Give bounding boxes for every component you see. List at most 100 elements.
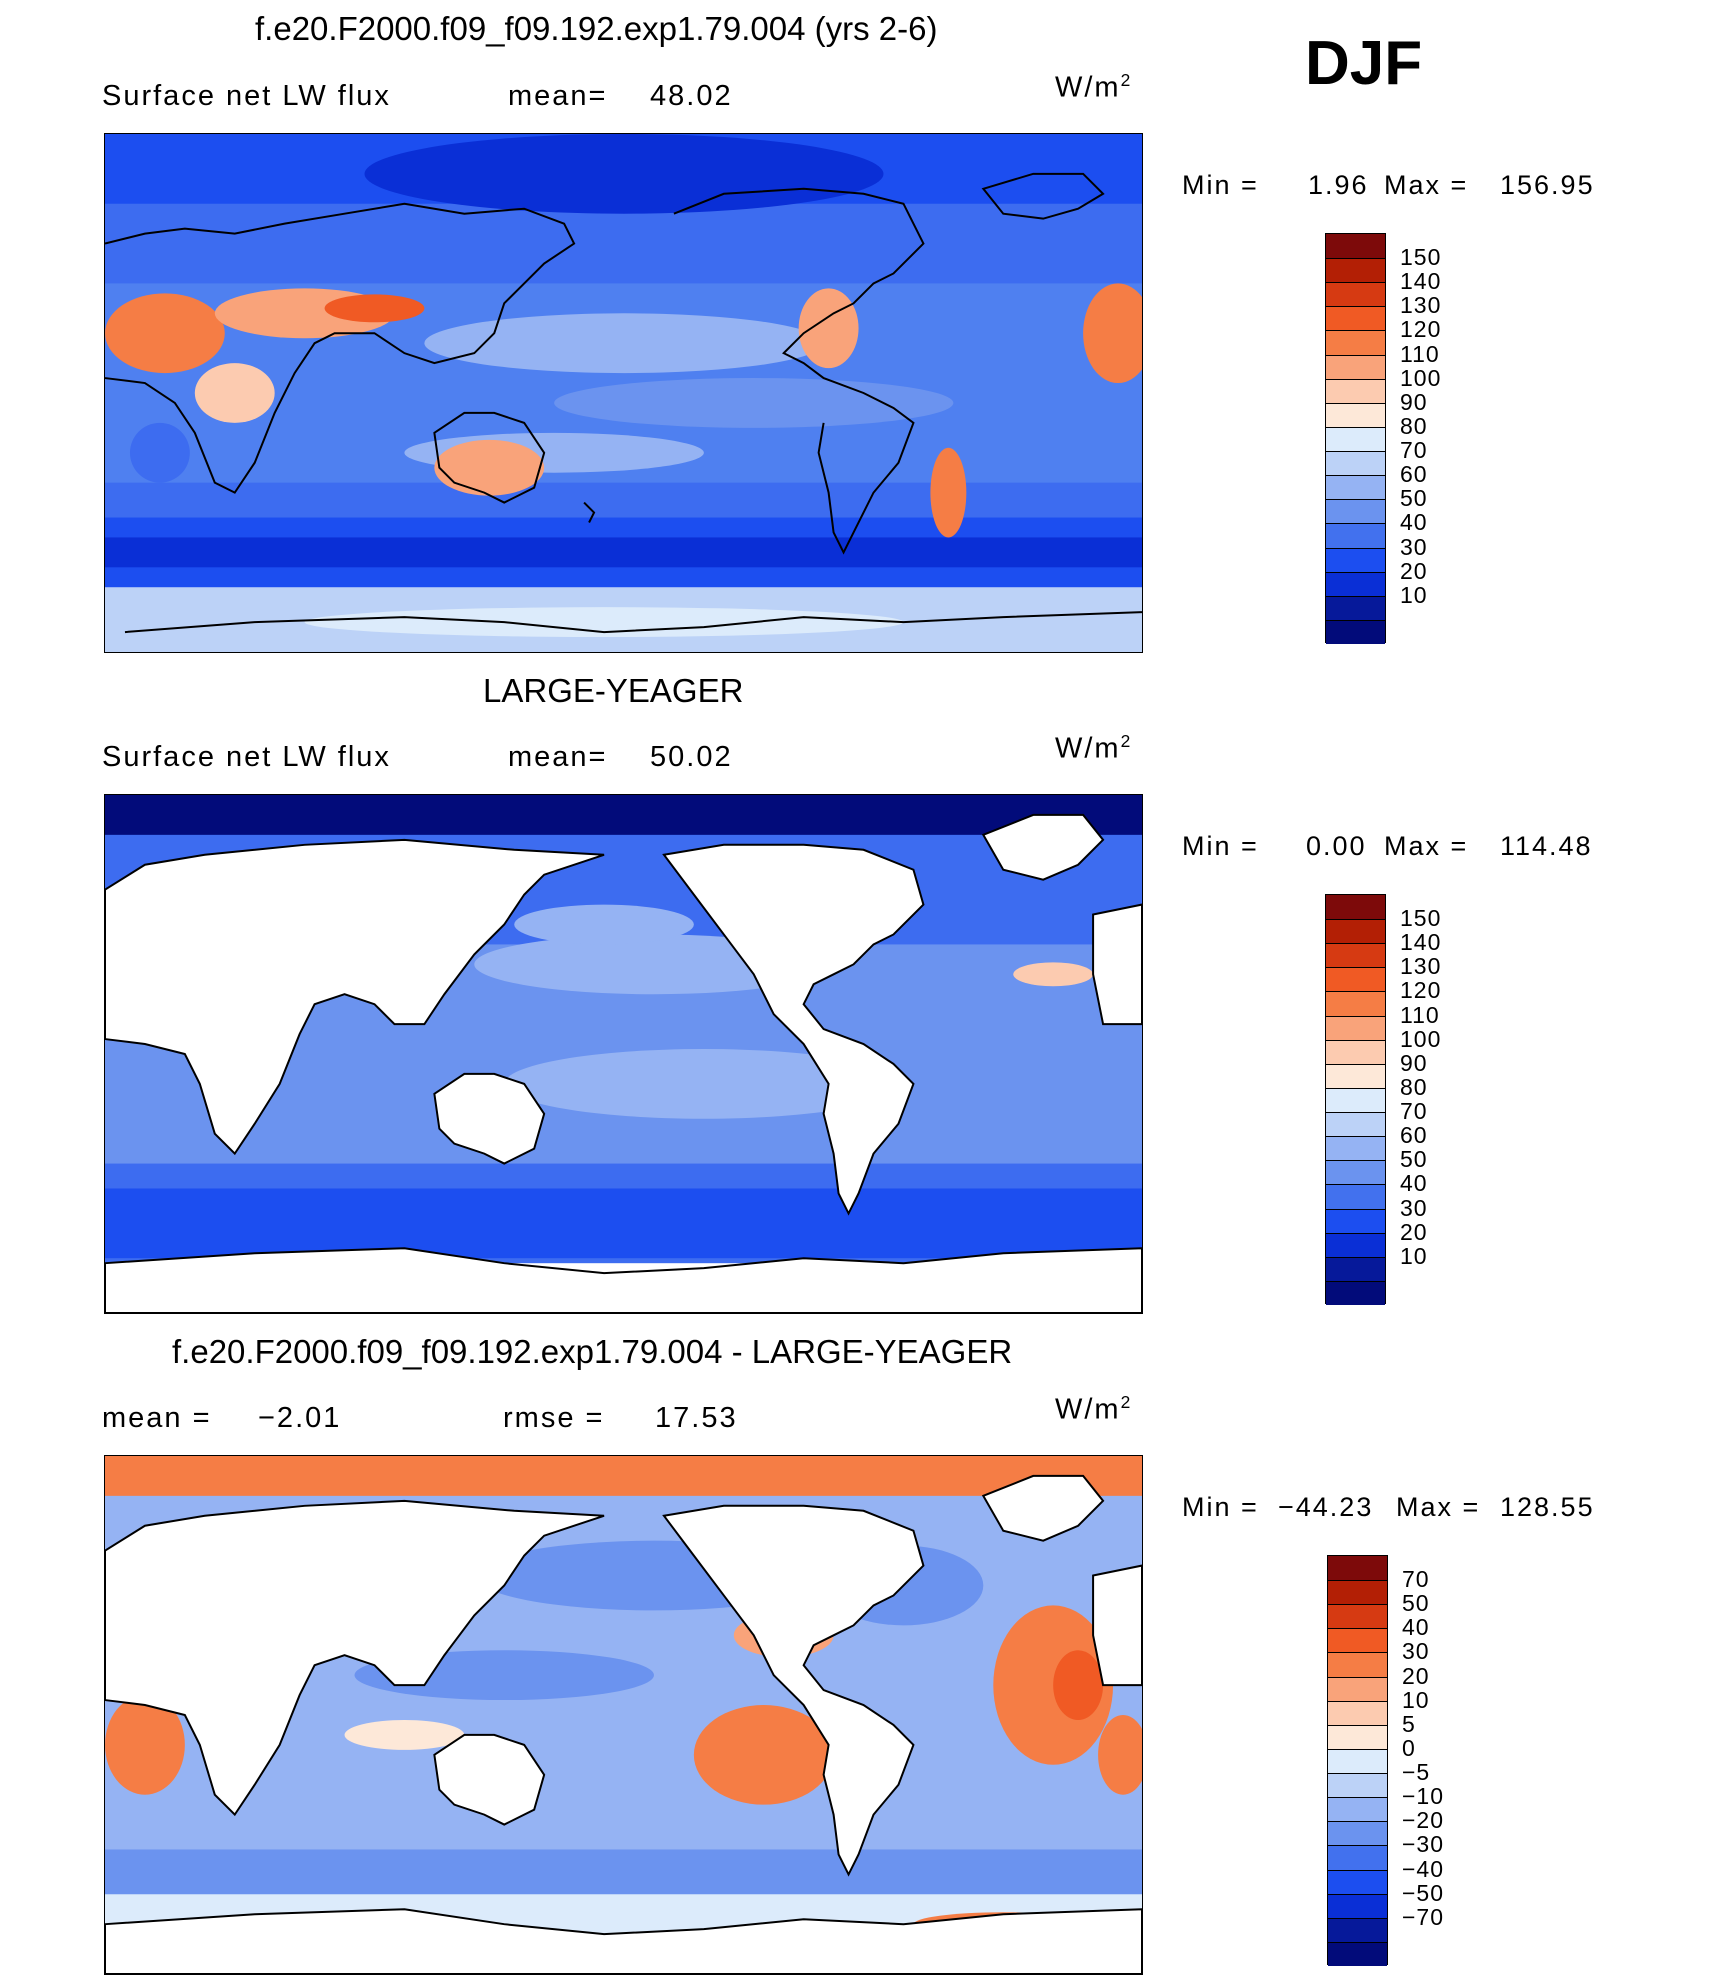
colorbar-swatch <box>1328 1773 1387 1798</box>
colorbar-tick-label: 70 <box>1402 1566 1430 1593</box>
colorbar-tick-label: 90 <box>1400 388 1428 415</box>
panel1-variable: Surface net LW flux <box>102 80 391 112</box>
colorbar-swatch <box>1326 967 1385 992</box>
colorbar-swatch <box>1326 1256 1385 1281</box>
colorbar-tick-label: 60 <box>1400 1122 1428 1149</box>
panel3-map <box>104 1455 1143 1975</box>
panel2-min-label: Min = <box>1182 831 1259 861</box>
colorbar-swatch <box>1326 258 1385 283</box>
colorbar-swatch <box>1326 1039 1385 1064</box>
colorbar-tick-label: 10 <box>1400 1242 1428 1269</box>
colorbar-tick-label: −20 <box>1402 1807 1445 1834</box>
colorbar-tick-label: 100 <box>1400 1025 1442 1052</box>
panel1-map <box>104 133 1143 653</box>
colorbar-tick-label: 50 <box>1402 1590 1430 1617</box>
panel2-colorbar <box>1325 894 1386 1305</box>
colorbar-tick-label: 30 <box>1402 1638 1430 1665</box>
colorbar-tick-label: 120 <box>1400 977 1442 1004</box>
colorbar-tick-label: 150 <box>1400 244 1442 271</box>
colorbar-tick-label: 50 <box>1400 1146 1428 1173</box>
colorbar-swatch <box>1326 895 1385 920</box>
colorbar-swatch <box>1326 378 1385 403</box>
panel3-colorbar <box>1327 1555 1388 1966</box>
panel2-title: LARGE-YEAGER <box>483 672 744 709</box>
colorbar-swatch <box>1328 1917 1387 1942</box>
colorbar-swatch <box>1326 1208 1385 1233</box>
panel2-mean-value: 50.02 <box>650 741 733 773</box>
panel1-max-value: 156.95 <box>1500 170 1595 200</box>
colorbar-tick-label: 20 <box>1400 557 1428 584</box>
season-label: DJF <box>1305 29 1423 98</box>
colorbar-tick-label: 140 <box>1400 929 1442 956</box>
colorbar-swatch <box>1328 1845 1387 1870</box>
panel3-mean-label: mean = <box>102 1402 212 1434</box>
colorbar-swatch <box>1326 1063 1385 1088</box>
colorbar-swatch <box>1326 1112 1385 1137</box>
colorbar-tick-label: 5 <box>1402 1710 1416 1737</box>
colorbar-tick-label: 30 <box>1400 1194 1428 1221</box>
colorbar-swatch <box>1326 1160 1385 1185</box>
colorbar-swatch <box>1326 234 1385 259</box>
panel2-variable: Surface net LW flux <box>102 741 391 773</box>
colorbar-swatch <box>1328 1580 1387 1605</box>
colorbar-tick-label: 80 <box>1400 1073 1428 1100</box>
colorbar-swatch <box>1326 1087 1385 1113</box>
panel1-colorbar <box>1325 233 1386 644</box>
colorbar-tick-label: 10 <box>1402 1686 1430 1713</box>
panel1-mean-value: 48.02 <box>650 80 733 112</box>
colorbar-swatch <box>1326 619 1385 644</box>
panel2-units: W/m2 <box>1055 731 1133 765</box>
colorbar-swatch <box>1328 1604 1387 1629</box>
colorbar-swatch <box>1328 1893 1387 1918</box>
colorbar-swatch <box>1326 402 1385 427</box>
panel2-min-value: 0.00 <box>1306 831 1367 861</box>
colorbar-swatch <box>1326 1280 1385 1305</box>
colorbar-tick-label: 20 <box>1400 1218 1428 1245</box>
panel2-max-label: Max = <box>1384 831 1469 861</box>
colorbar-tick-label: 30 <box>1400 533 1428 560</box>
colorbar-tick-label: 40 <box>1402 1614 1430 1641</box>
colorbar-swatch <box>1326 547 1385 572</box>
colorbar-swatch <box>1328 1821 1387 1846</box>
colorbar-tick-label: 90 <box>1400 1049 1428 1076</box>
colorbar-swatch <box>1326 499 1385 524</box>
colorbar-tick-label: −40 <box>1402 1855 1445 1882</box>
colorbar-swatch <box>1326 354 1385 379</box>
colorbar-swatch <box>1326 595 1385 620</box>
colorbar-swatch <box>1328 1797 1387 1822</box>
colorbar-tick-label: −50 <box>1402 1879 1445 1906</box>
colorbar-swatch <box>1328 1652 1387 1677</box>
colorbar-tick-label: −70 <box>1402 1903 1445 1930</box>
colorbar-tick-label: −10 <box>1402 1783 1445 1810</box>
colorbar-tick-label: −5 <box>1402 1759 1431 1786</box>
colorbar-swatch <box>1326 426 1385 452</box>
panel3-min-label: Min = <box>1182 1492 1259 1522</box>
panel3-max-value: 128.55 <box>1500 1492 1595 1522</box>
panel2-max-value: 114.48 <box>1500 831 1593 861</box>
colorbar-swatch <box>1328 1628 1387 1653</box>
colorbar-tick-label: 60 <box>1400 461 1428 488</box>
colorbar-tick-label: 70 <box>1400 1098 1428 1125</box>
panel1-min-value: 1.96 <box>1308 170 1369 200</box>
panel1-mean-label: mean= <box>508 80 608 112</box>
colorbar-tick-label: 100 <box>1400 364 1442 391</box>
panel3-min-value: −44.23 <box>1278 1492 1374 1522</box>
panel1-units: W/m2 <box>1055 70 1133 104</box>
colorbar-tick-label: 40 <box>1400 509 1428 536</box>
colorbar-tick-label: 20 <box>1402 1662 1430 1689</box>
colorbar-swatch <box>1328 1941 1387 1966</box>
colorbar-tick-label: −30 <box>1402 1831 1445 1858</box>
panel2-map <box>104 794 1143 1314</box>
colorbar-swatch <box>1328 1676 1387 1701</box>
colorbar-tick-label: 120 <box>1400 316 1442 343</box>
colorbar-swatch <box>1328 1748 1387 1774</box>
colorbar-tick-label: 130 <box>1400 953 1442 980</box>
panel2-mean-label: mean= <box>508 741 608 773</box>
panel1-title: f.e20.F2000.f09_f09.192.exp1.79.004 (yrs… <box>255 10 938 47</box>
colorbar-swatch <box>1326 943 1385 968</box>
colorbar-swatch <box>1326 330 1385 355</box>
colorbar-tick-label: 130 <box>1400 292 1442 319</box>
panel3-rmse-label: rmse = <box>503 1402 605 1434</box>
colorbar-swatch <box>1326 451 1385 476</box>
